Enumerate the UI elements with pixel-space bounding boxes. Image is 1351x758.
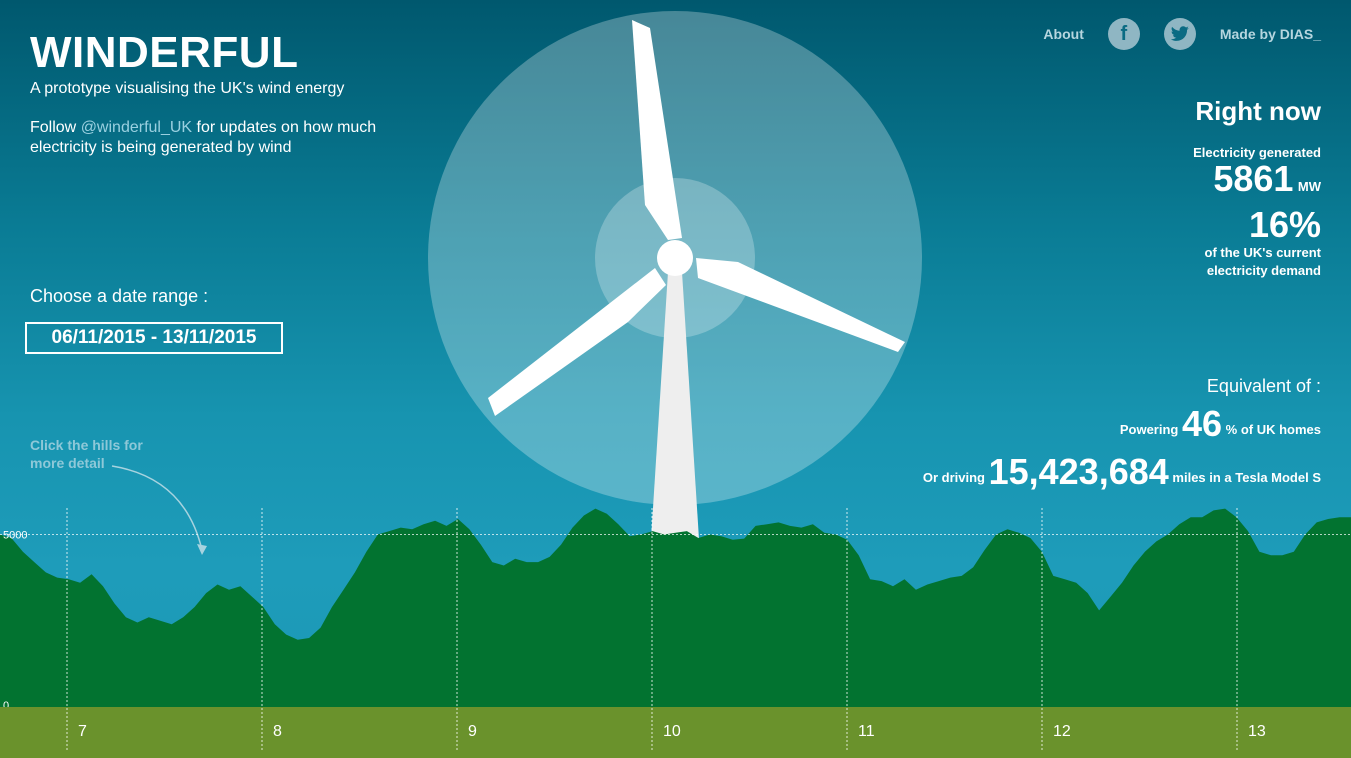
homes-line: Powering 46 % of UK homes (821, 403, 1321, 445)
day-label-12: 12 (1053, 723, 1071, 740)
generated-unit: MW (1297, 179, 1321, 194)
demand-share-desc: of the UK's current electricity demand (1204, 245, 1322, 278)
day-label-8: 8 (273, 723, 282, 740)
drive-value: 15,423,684 (988, 451, 1169, 492)
facebook-icon[interactable]: f (1107, 18, 1140, 50)
generated-label: Electricity generated (1193, 145, 1321, 160)
follow-text: Follow @winderful_UK for updates on how … (30, 118, 390, 158)
generated-value: 5861 (1213, 158, 1294, 199)
wind-generation-chart[interactable]: 5000 0 7 8 9 10 11 12 13 (0, 500, 1351, 758)
twitter-icon[interactable] (1163, 18, 1196, 50)
turbine-blade-1 (632, 20, 682, 240)
turbine-blade-3 (488, 268, 666, 416)
y-tick-0: 0 (3, 700, 9, 712)
intro-panel: WINDERFUL A prototype visualising the UK… (30, 30, 410, 158)
ground-bar (0, 707, 1351, 758)
twitter-bird-glyph (1170, 26, 1189, 41)
equivalent-title: Equivalent of : (1206, 376, 1321, 396)
y-tick-5000: 5000 (3, 530, 27, 542)
homes-value: 46 (1181, 403, 1223, 444)
drive-line: Or driving 15,423,684 miles in a Tesla M… (821, 451, 1321, 493)
turbine-blade-2 (696, 258, 905, 352)
turbine-tower (650, 272, 700, 555)
date-range-picker[interactable]: 06/11/2015 - 13/11/2015 (25, 322, 283, 354)
credit-link[interactable]: Made by DIAS_ (1219, 26, 1321, 42)
day-label-9: 9 (468, 723, 477, 740)
date-range-label: Choose a date range : (30, 286, 209, 306)
generated-readout: 5861 MW (1021, 160, 1321, 198)
follow-prefix: Follow (30, 119, 81, 136)
day-label-10: 10 (663, 723, 681, 740)
app-title: WINDERFUL (30, 28, 299, 77)
hills-area[interactable] (0, 508, 1351, 707)
drive-suffix: miles in a Tesla Model S (1172, 470, 1321, 485)
top-nav: About f Made by DIAS_ (1043, 18, 1321, 50)
homes-prefix: Powering (1119, 422, 1179, 437)
hills-hint: Click the hills for more detail (30, 437, 143, 471)
equivalent-panel: Equivalent of : Powering 46 % of UK home… (821, 376, 1321, 493)
day-label-7: 7 (78, 723, 87, 740)
follow-suffix: for updates on how much electricity is b… (30, 119, 377, 156)
day-label-13: 13 (1248, 723, 1266, 740)
day-label-11: 11 (858, 723, 875, 740)
twitter-handle-link[interactable]: @winderful_UK (80, 119, 193, 136)
homes-suffix: % of UK homes (1225, 422, 1321, 437)
about-link[interactable]: About (1043, 26, 1084, 42)
demand-share-value: 16% (1248, 204, 1321, 245)
app-subtitle: A prototype visualising the UK's wind en… (30, 80, 345, 97)
drive-prefix: Or driving (922, 470, 985, 485)
turbine-hub (657, 240, 693, 276)
right-now-title: Right now (1195, 96, 1321, 126)
right-now-panel: Right now Electricity generated 5861 MW … (1021, 96, 1321, 280)
